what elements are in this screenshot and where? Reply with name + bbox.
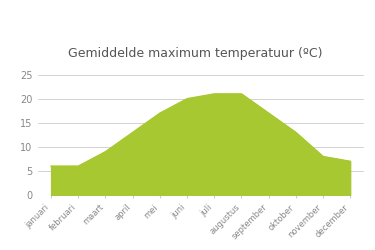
Text: Limburg: Limburg (149, 10, 226, 28)
Text: Gemiddelde maximum temperatuur (ºC): Gemiddelde maximum temperatuur (ºC) (68, 47, 322, 60)
